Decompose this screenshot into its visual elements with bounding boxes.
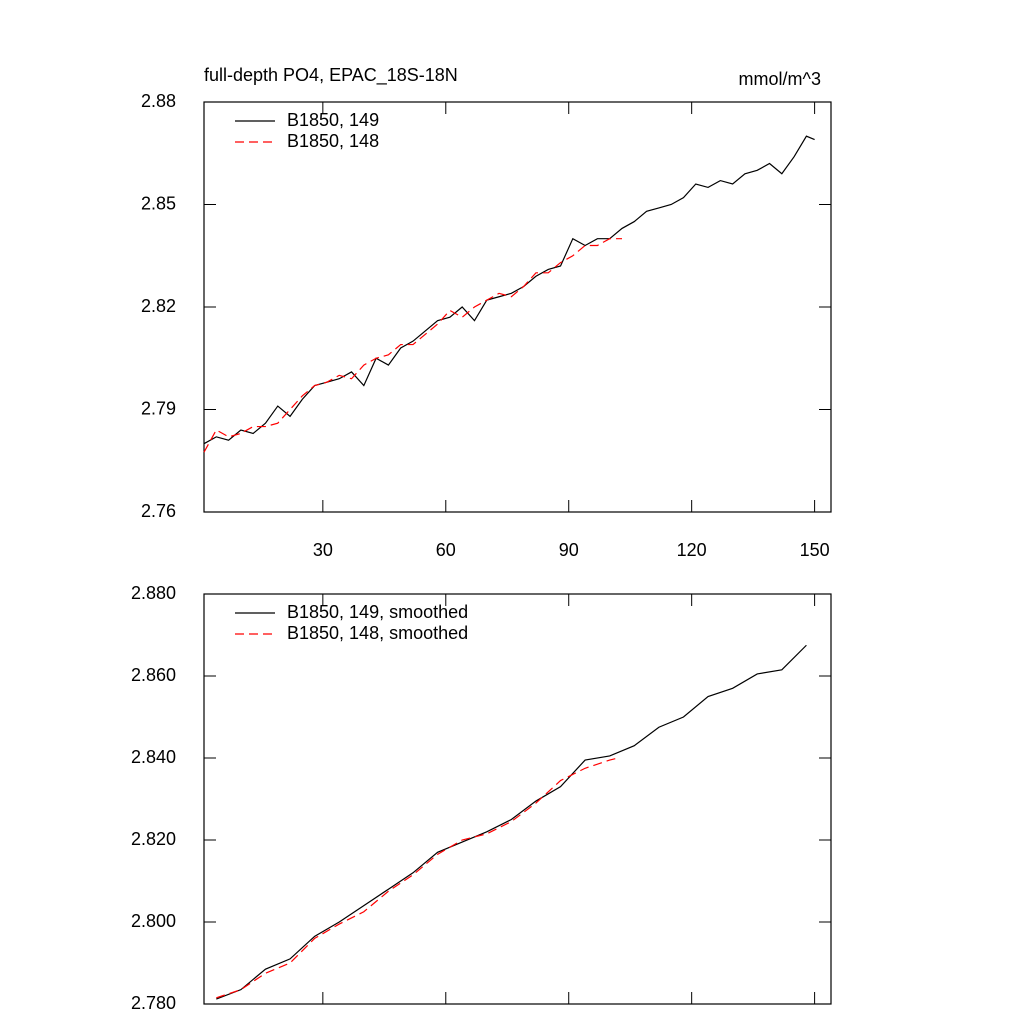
y-tick-label: 2.82	[141, 296, 176, 316]
y-tick-label: 2.76	[141, 501, 176, 521]
units-label: mmol/m^3	[739, 69, 821, 89]
x-tick-label: 120	[677, 540, 707, 560]
data-line	[203, 238, 622, 453]
plot-frame	[203, 101, 832, 513]
legend-label: B1850, 149, smoothed	[287, 602, 468, 622]
x-tick-label: 150	[800, 540, 830, 560]
plot-frame	[203, 593, 832, 1005]
data-line	[203, 135, 815, 445]
chart-title: full-depth PO4, EPAC_18S-18N	[204, 65, 458, 86]
y-tick-label: 2.880	[131, 583, 176, 603]
y-tick-label: 2.860	[131, 665, 176, 685]
data-line	[216, 757, 619, 999]
x-tick-label: 90	[559, 540, 579, 560]
y-tick-label: 2.820	[131, 829, 176, 849]
y-tick-label: 2.780	[131, 993, 176, 1013]
data-line	[216, 644, 807, 1000]
legend-label: B1850, 148	[287, 131, 379, 151]
y-tick-label: 2.800	[131, 911, 176, 931]
y-tick-label: 2.79	[141, 398, 176, 418]
x-tick-label: 30	[313, 540, 333, 560]
y-tick-label: 2.840	[131, 747, 176, 767]
y-tick-label: 2.88	[141, 91, 176, 111]
legend-label: B1850, 149	[287, 110, 379, 130]
legend-label: B1850, 148, smoothed	[287, 623, 468, 643]
x-tick-label: 60	[436, 540, 456, 560]
y-tick-label: 2.85	[141, 193, 176, 213]
